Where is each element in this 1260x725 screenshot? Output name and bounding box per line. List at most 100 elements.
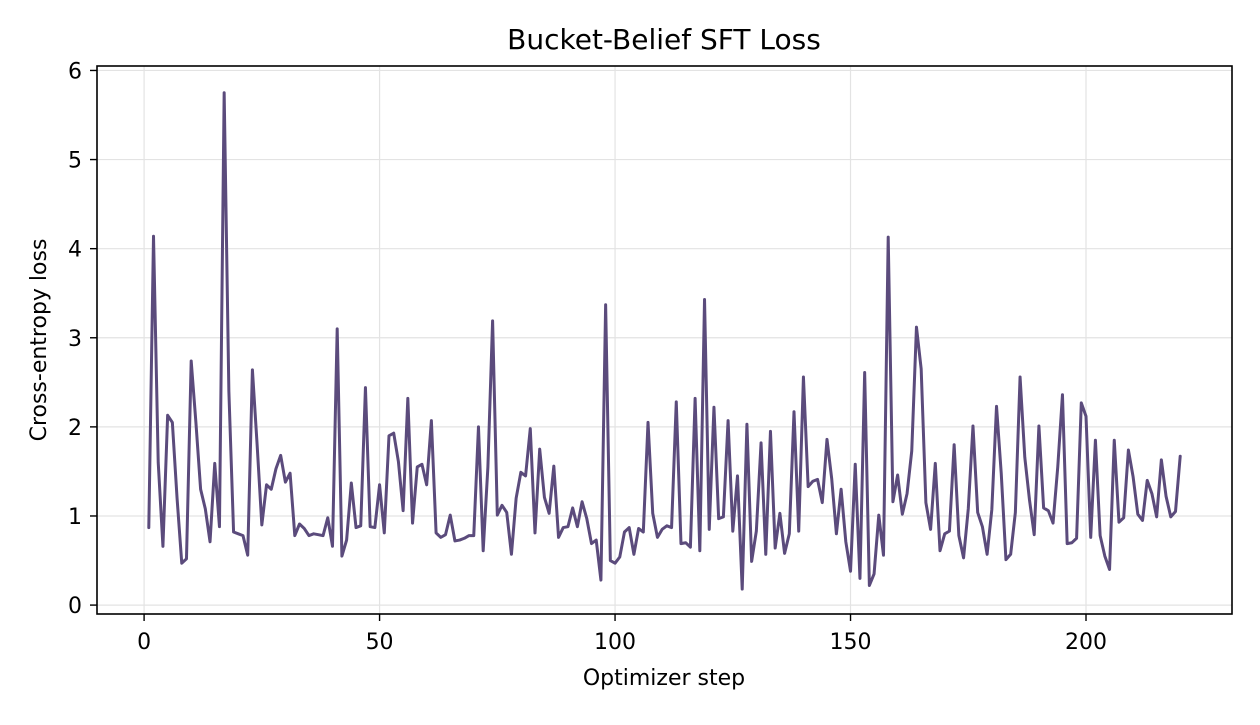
loss-point <box>218 525 220 527</box>
loss-point <box>506 511 508 513</box>
loss-point <box>958 534 960 536</box>
loss-point <box>901 513 903 515</box>
loss-point <box>312 533 314 535</box>
loss-point <box>1170 516 1172 518</box>
loss-point <box>680 542 682 544</box>
loss-point <box>934 462 936 464</box>
loss-point <box>779 512 781 514</box>
loss-point <box>369 525 371 527</box>
loss-point <box>440 536 442 538</box>
loss-point <box>487 466 489 468</box>
loss-point <box>1141 519 1143 521</box>
loss-point <box>972 425 974 427</box>
loss-point <box>327 517 329 519</box>
loss-point <box>214 462 216 464</box>
loss-point <box>1080 402 1082 404</box>
loss-point <box>407 397 409 399</box>
loss-point <box>896 474 898 476</box>
loss-point <box>336 328 338 330</box>
loss-point <box>199 488 201 490</box>
loss-point <box>628 526 630 528</box>
loss-point <box>148 526 150 528</box>
loss-point <box>322 534 324 536</box>
loss-point <box>166 414 168 416</box>
loss-point <box>567 525 569 527</box>
loss-point <box>534 532 536 534</box>
loss-point <box>482 550 484 552</box>
loss-point <box>849 570 851 572</box>
x-tick-label: 100 <box>594 630 636 655</box>
loss-point <box>204 508 206 510</box>
loss-point <box>830 477 832 479</box>
loss-point <box>1052 522 1054 524</box>
loss-point <box>393 432 395 434</box>
loss-point <box>708 528 710 530</box>
loss-point <box>642 531 644 533</box>
loss-point <box>1061 394 1063 396</box>
loss-point <box>684 542 686 544</box>
loss-point <box>633 553 635 555</box>
loss-point <box>449 514 451 516</box>
loss-point <box>1113 439 1115 441</box>
loss-point <box>600 579 602 581</box>
loss-point <box>181 562 183 564</box>
loss-point <box>473 534 475 536</box>
x-tick-label: 0 <box>137 630 151 655</box>
loss-point <box>421 463 423 465</box>
loss-point <box>967 508 969 510</box>
loss-point <box>661 528 663 530</box>
loss-point <box>826 438 828 440</box>
loss-point <box>609 559 611 561</box>
loss-point <box>750 560 752 562</box>
loss-point <box>887 236 889 238</box>
loss-point <box>171 421 173 423</box>
loss-point <box>986 553 988 555</box>
loss-point <box>1127 449 1129 451</box>
loss-point <box>345 539 347 541</box>
loss-point <box>717 517 719 519</box>
loss-point <box>247 554 249 556</box>
loss-point <box>835 533 837 535</box>
loss-point <box>944 533 946 535</box>
loss-point <box>543 496 545 498</box>
loss-point <box>251 369 253 371</box>
loss-point <box>1028 499 1030 501</box>
loss-point <box>623 531 625 533</box>
loss-point <box>925 501 927 503</box>
loss-point <box>209 541 211 543</box>
loss-point <box>929 528 931 530</box>
loss-point <box>364 386 366 388</box>
y-tick-label: 5 <box>68 149 82 174</box>
loss-point <box>501 504 503 506</box>
loss-point <box>397 460 399 462</box>
loss-point <box>256 443 258 445</box>
loss-point <box>722 516 724 518</box>
loss-point <box>736 475 738 477</box>
y-tick-label: 3 <box>68 327 82 352</box>
loss-point <box>1179 455 1181 457</box>
y-tick-label: 2 <box>68 416 82 441</box>
loss-point <box>454 540 456 542</box>
loss-point <box>595 539 597 541</box>
loss-point <box>854 463 856 465</box>
loss-point <box>294 534 296 536</box>
loss-point <box>741 588 743 590</box>
loss-point <box>783 552 785 554</box>
loss-point <box>261 524 263 526</box>
loss-point <box>458 539 460 541</box>
loss-point <box>350 482 352 484</box>
loss-point <box>341 555 343 557</box>
loss-point <box>1033 533 1035 535</box>
loss-point <box>228 390 230 392</box>
loss-point <box>915 326 917 328</box>
loss-point <box>788 533 790 535</box>
loss-point <box>755 530 757 532</box>
loss-point <box>468 534 470 536</box>
loss-point <box>793 411 795 413</box>
loss-point <box>812 480 814 482</box>
x-axis-label: Optimizer step <box>583 666 745 691</box>
y-tick-label: 6 <box>68 59 82 84</box>
loss-point <box>510 553 512 555</box>
loss-point <box>863 371 865 373</box>
